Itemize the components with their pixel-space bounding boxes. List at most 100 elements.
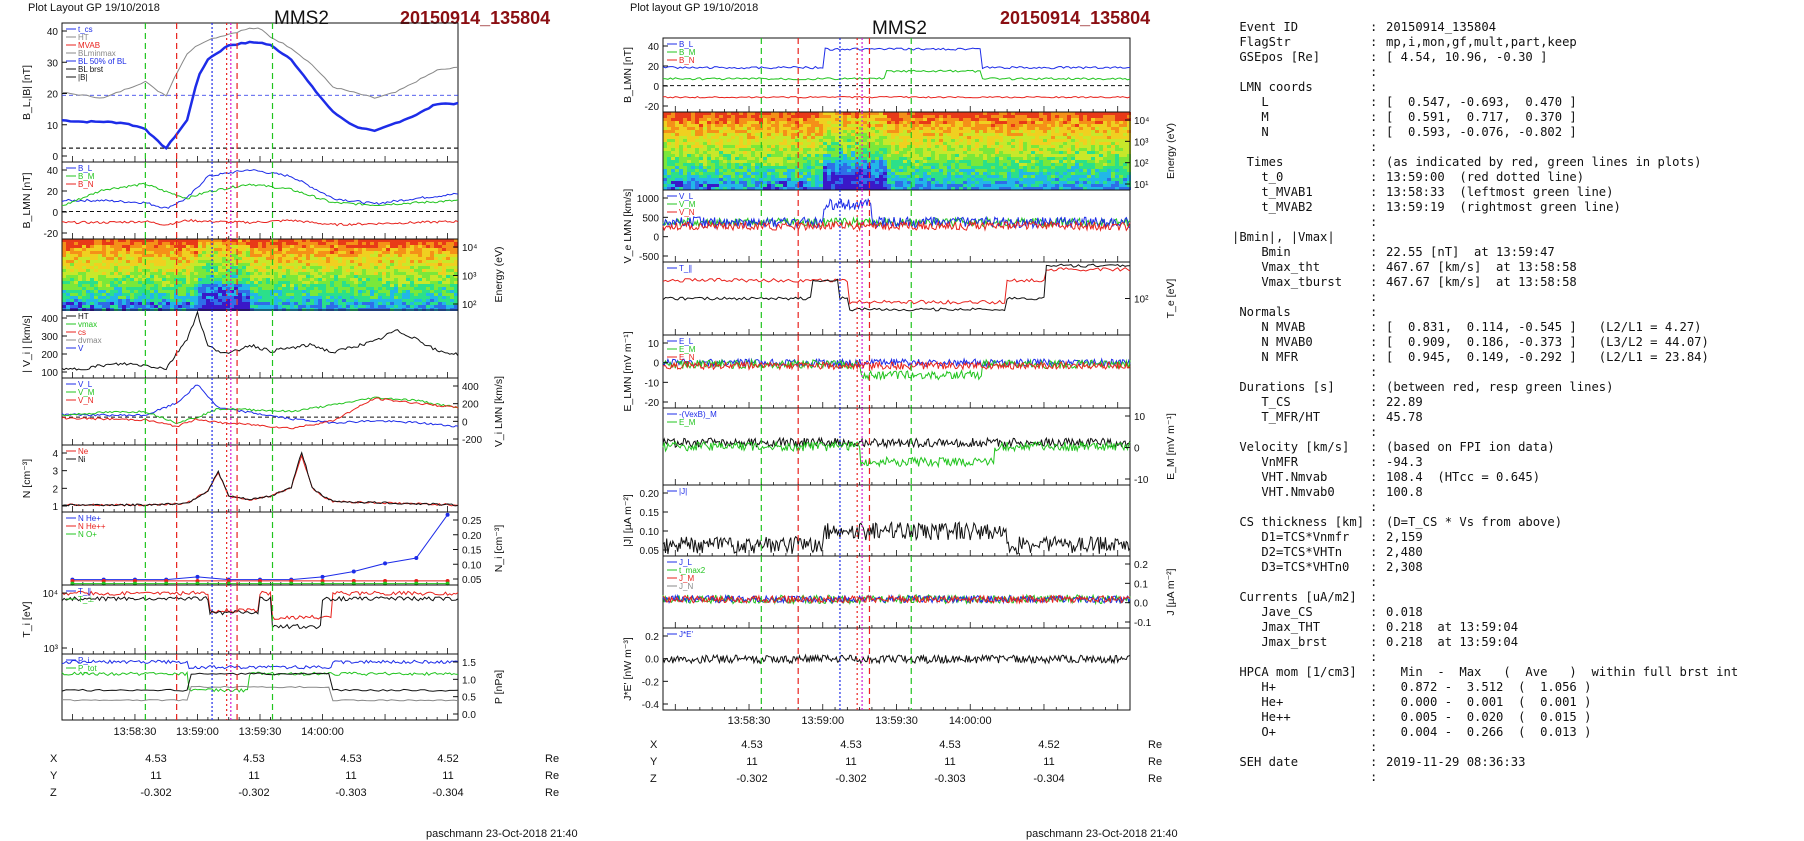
mid-2-cell [775,145,779,148]
left-3-cell [378,290,382,293]
left-3-cell [78,287,82,290]
mid-1-ylabel: B_LMN [nT] [622,47,634,103]
left-3-cell [74,302,78,305]
left-3-cell [282,245,286,248]
left-3-cell [354,263,358,266]
mid-2-cell [679,127,683,130]
mid-2-cell [771,178,775,181]
mid-2-cell [763,115,767,118]
left-3-cell [246,260,250,263]
mid-2-cell [671,157,675,160]
left-3-cell [362,284,366,287]
left-3-cell [66,296,70,299]
left-3-cell [102,287,106,290]
left-3-cell [362,293,366,296]
mid-2-cell [847,172,851,175]
left-3-cell [250,272,254,275]
mid-2-cell [691,184,695,187]
mid-2-cell [743,130,747,133]
left-3-cell [418,302,422,305]
left-3-cell [446,263,450,266]
mid-2-cell [727,142,731,145]
left-3-cell [426,263,430,266]
mid-2-cell [731,142,735,145]
mid-2-cell [903,112,907,115]
mid-2-cell [903,118,907,121]
left-3-cell [318,299,322,302]
left-3-cell [326,272,330,275]
left-3-cell [390,260,394,263]
left-3-cell [238,287,242,290]
mid-2-cell [939,175,943,178]
left-3-cell [434,302,438,305]
mid-2-cell [763,178,767,181]
mid-2-cell [931,163,935,166]
mid-2-cell [867,178,871,181]
left-3-cell [90,287,94,290]
left-3-cell [166,284,170,287]
left-3-cell [78,239,82,242]
left-3-cell [406,302,410,305]
mid-2-cell [767,154,771,157]
left-3-cell [394,305,398,308]
mid-2-cell [755,148,759,151]
mid-2-cell [947,133,951,136]
left-3-cell [206,296,210,299]
left-layout-label: Plot Layout GP 19/10/2018 [28,2,160,14]
left-3-cell [66,302,70,305]
left-3-cell [414,263,418,266]
left-3-cell [326,257,330,260]
left-3-cell [246,287,250,290]
mid-2-cell [823,136,827,139]
left-3-cell [242,296,246,299]
mid-2-cell [743,139,747,142]
mid-2-cell [751,127,755,130]
left-3-cell [62,275,66,278]
left-3-cell [102,275,106,278]
left-3-cell [166,260,170,263]
left-3-cell [346,248,350,251]
mid-2-cell [915,133,919,136]
left-3-cell [366,242,370,245]
mid-2-cell [907,124,911,127]
left-3-cell [410,299,414,302]
left-3-cell [214,278,218,281]
mid-2-cell [895,163,899,166]
left-3-cell [438,305,442,308]
mid-2-cell [731,118,735,121]
left-3-cell [94,257,98,260]
mid-2-cell [819,145,823,148]
left-3-cell [142,239,146,242]
left-3-cell [446,245,450,248]
left-3-cell [310,245,314,248]
mid-2-cell [739,178,743,181]
mid-2-cell [747,112,751,115]
left-3-cell [346,242,350,245]
left-3-cell [138,305,142,308]
mid-2-cell [935,118,939,121]
mid-2-cell [891,187,895,190]
left-3-cell [382,281,386,284]
mid-2-cell [679,115,683,118]
left-3-cell [150,266,154,269]
mid-2-cell [751,133,755,136]
left-3-cell [386,257,390,260]
mid-2-cell [667,115,671,118]
left-3-cell [406,293,410,296]
left-3-cell [362,299,366,302]
left-3-cell [302,284,306,287]
left-3-cell [374,281,378,284]
mid-2-cell [847,157,851,160]
left-3-cell [82,290,86,293]
left-3-cell [150,272,154,275]
left-3-cell [258,272,262,275]
left-3-cell [406,248,410,251]
left-3-cell [198,284,202,287]
left-3-cell [346,260,350,263]
left-3-cell [214,260,218,263]
left-3-cell [218,299,222,302]
left-3-cell [78,242,82,245]
mid-2-cell [699,178,703,181]
mid-2-cell [707,187,711,190]
mid-2-cell [723,145,727,148]
